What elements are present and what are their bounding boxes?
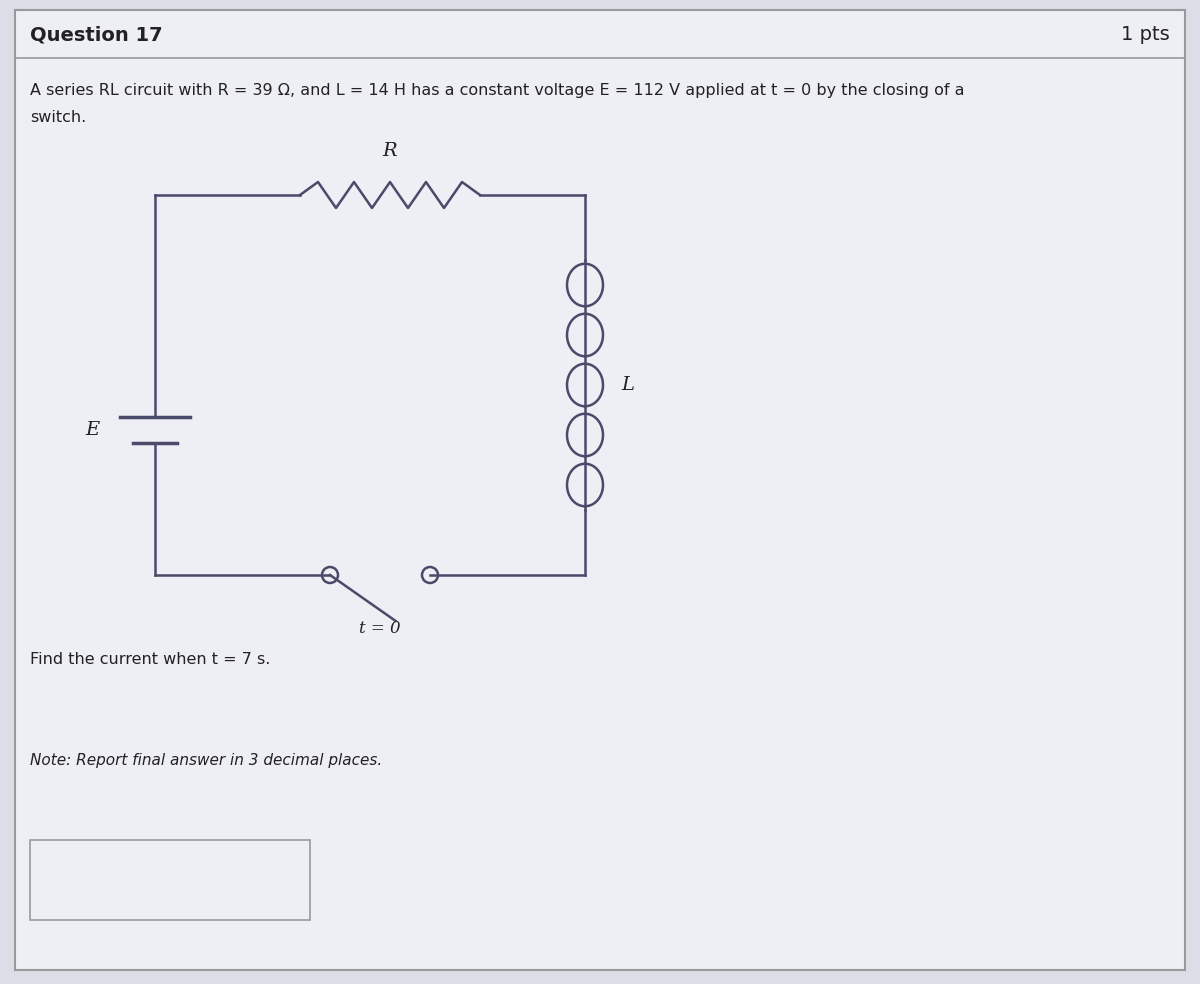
Text: R: R (383, 142, 397, 160)
Text: L: L (622, 376, 634, 394)
Text: Question 17: Question 17 (30, 26, 163, 44)
Text: E: E (85, 421, 100, 439)
FancyBboxPatch shape (14, 10, 1186, 970)
Text: Note: Report final answer in 3 decimal places.: Note: Report final answer in 3 decimal p… (30, 753, 383, 768)
Text: 1 pts: 1 pts (1121, 26, 1170, 44)
Text: switch.: switch. (30, 110, 86, 126)
Text: t = 0: t = 0 (359, 620, 401, 637)
FancyBboxPatch shape (30, 840, 310, 920)
Text: Find the current when t = 7 s.: Find the current when t = 7 s. (30, 652, 270, 667)
Text: A series RL circuit with R = 39 Ω, and L = 14 H has a constant voltage E = 112 V: A series RL circuit with R = 39 Ω, and L… (30, 83, 965, 97)
